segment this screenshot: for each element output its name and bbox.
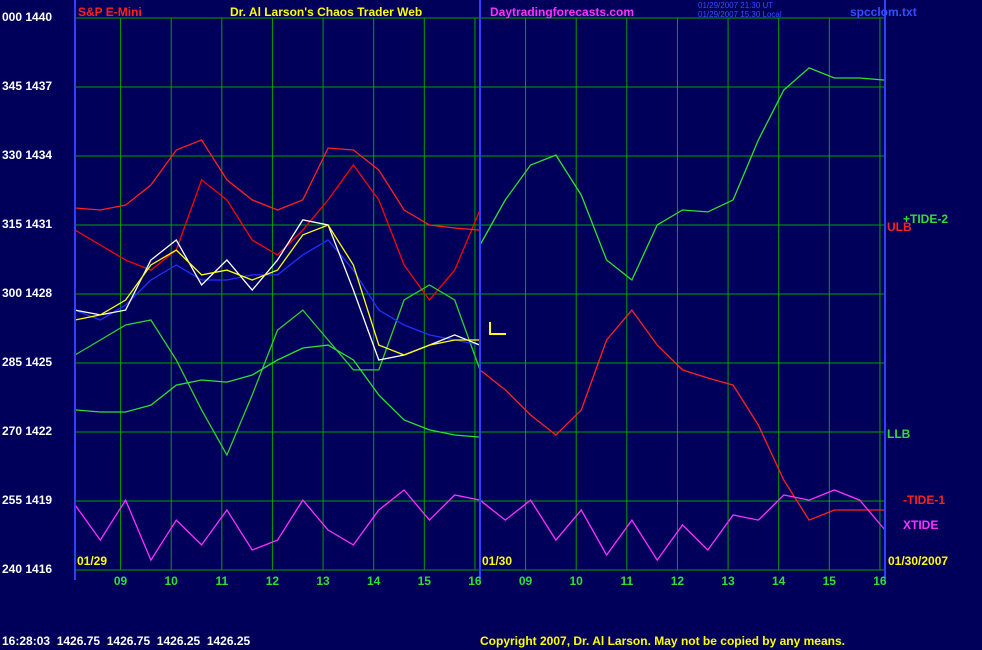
y-tick-label: 285 1425 [2, 355, 52, 369]
series-line [74, 163, 481, 302]
x-tick-label: 10 [570, 574, 584, 588]
y-tick-label: 315 1431 [2, 217, 52, 231]
series-line [479, 309, 885, 521]
x-tick-label: 14 [367, 574, 381, 588]
y-tick-label: 270 1422 [2, 424, 52, 438]
legend-label: +TIDE-2 [903, 212, 948, 226]
x-tick-label: 15 [418, 574, 432, 588]
timestamp: 01/29/2007 21:30 UT [698, 1, 773, 10]
x-tick-label: 13 [316, 574, 330, 588]
x-tick-label: 09 [519, 574, 533, 588]
instrument: S&P E-Mini [78, 5, 142, 19]
marker [489, 322, 506, 335]
grid [75, 17, 885, 571]
y-tick-label: 330 1434 [2, 148, 52, 162]
copyright: Copyright 2007, Dr. Al Larson. May not b… [480, 634, 845, 648]
series-line [74, 284, 481, 457]
website: Daytradingforecasts.com [490, 5, 634, 19]
legend-label: ULB [887, 220, 912, 234]
y-tick-label: 000 1440 [2, 10, 52, 24]
series-line [74, 239, 481, 346]
series-line [479, 67, 886, 282]
x-tick-label: 12 [671, 574, 685, 588]
date-label: 01/30 [482, 554, 512, 568]
y-tick-label: 240 1416 [2, 562, 52, 576]
status-line: 16:28:03 1426.75 1426.75 1426.25 1426.25 [2, 634, 251, 648]
series-line [74, 224, 480, 356]
x-tick-label: 11 [215, 574, 228, 588]
x-tick-label: 13 [721, 574, 735, 588]
filename: spcclom.txt [850, 5, 917, 19]
x-tick-label: 11 [620, 574, 633, 588]
x-tick-label: 12 [266, 574, 280, 588]
x-tick-label: 10 [165, 574, 179, 588]
timestamp: 01/29/2007 15:30 Local [698, 10, 782, 19]
legend-label: -TIDE-1 [903, 493, 945, 507]
legend-label: XTIDE [903, 518, 938, 532]
x-tick-label: 15 [823, 574, 837, 588]
x-tick-label: 09 [114, 574, 128, 588]
series-layer [74, 67, 886, 562]
chart-title: Dr. Al Larson's Chaos Trader Web [230, 5, 422, 19]
series-line [74, 139, 481, 231]
x-tick-label: 16 [468, 574, 482, 588]
x-tick-label: 16 [873, 574, 887, 588]
y-tick-label: 300 1428 [2, 286, 52, 300]
y-tick-label: 345 1437 [2, 79, 52, 93]
legend-label: LLB [887, 427, 911, 441]
date-label: 01/30/2007 [888, 554, 948, 568]
series-line [74, 344, 481, 438]
date-label: 01/29 [77, 554, 107, 568]
x-tick-label: 14 [772, 574, 786, 588]
y-tick-label: 255 1419 [2, 493, 52, 507]
